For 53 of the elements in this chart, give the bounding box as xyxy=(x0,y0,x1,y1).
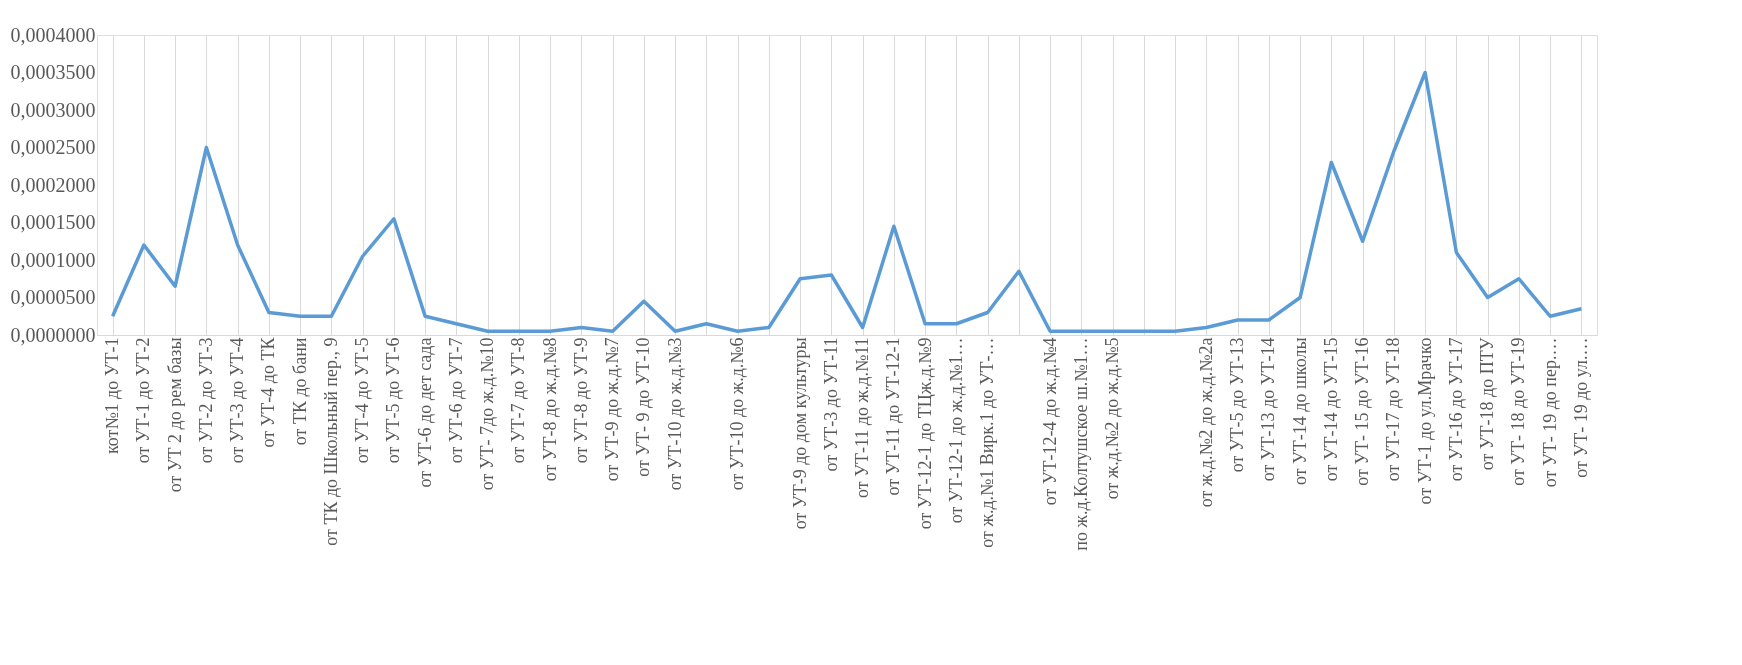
x-tick-label: от УТ-6 до УТ-7 xyxy=(445,337,466,464)
x-tick-label: от ж.д.№2 до ж.д.№5 xyxy=(1102,337,1123,500)
x-tick-label: от УТ- 7до ж.д.№10 xyxy=(477,337,498,491)
x-tick-label: от ж.д.№2 до ж.д.№2а xyxy=(1195,337,1216,508)
y-tick-label: 0,0003500 xyxy=(10,61,96,83)
x-tick-label: от УТ-11 до ж.д.№11 xyxy=(852,337,873,498)
y-tick-label: 0,0000500 xyxy=(10,286,96,308)
x-tick-label: от УТ- 18 до УТ-19 xyxy=(1508,337,1529,486)
x-tick-label: от УТ- 15 до УТ-16 xyxy=(1352,337,1373,486)
x-tick-label: от УТ-16 до УТ-17 xyxy=(1445,337,1466,482)
x-tick-label: от УТ-6 до дет сада xyxy=(414,337,435,488)
x-tick-label: от УТ-12-1 до ж.д.№1… xyxy=(945,337,966,524)
x-tick-label: от УТ-14 до школы xyxy=(1289,337,1310,486)
x-tick-label: от УТ- 9 до УТ-10 xyxy=(633,337,654,477)
y-tick-label: 0,0002500 xyxy=(10,136,96,158)
x-tick-label: от УТ-17 до УТ-18 xyxy=(1383,337,1404,482)
x-tick-label: от УТ-8 до УТ-9 xyxy=(570,337,591,464)
y-tick-label: 0,0001000 xyxy=(10,248,96,271)
x-tick-label: от ТК до Школьный пер., 9 xyxy=(320,337,341,546)
x-tick-label: от УТ-12-4 до ж.д.№4 xyxy=(1039,337,1060,506)
x-tick-label: от ТК до бани xyxy=(289,337,310,446)
x-tick-label: кот№1 до УТ-1 xyxy=(102,337,123,455)
x-tick-label: от УТ-9 до ж.д.№7 xyxy=(602,337,623,482)
x-tick-label: от УТ-10 до ж.д.№6 xyxy=(727,337,748,491)
x-tick-label: от УТ-12-1 до ТЦж.д.№9 xyxy=(914,337,935,530)
x-tick-label: от УТ-10 до ж.д.№3 xyxy=(664,337,685,491)
x-tick-label: от УТ-5 до УТ-6 xyxy=(383,337,404,464)
x-tick-label: от УТ-5 до УТ-13 xyxy=(1227,337,1248,473)
y-tick-label: 0,0003000 xyxy=(10,98,96,121)
x-tick-label: от УТ-9 до дом культуры xyxy=(789,337,810,530)
x-tick-label: от УТ-3 до УТ-11 xyxy=(820,337,841,472)
x-tick-label: от УТ- 19 до пер.… xyxy=(1539,337,1560,488)
y-tick-label: 0,0001500 xyxy=(10,211,96,233)
x-tick-label: от ж.д.№1 Вирк.1 до УТ-… xyxy=(977,337,998,548)
x-tick-label: от УТ-8 до ж.д.№8 xyxy=(539,337,560,482)
x-tick-label: от УТ- 19 до ул.… xyxy=(1570,337,1591,478)
y-tick-label: 0,0000000 xyxy=(10,323,96,346)
line-series xyxy=(110,70,1584,333)
y-tick-label: 0,0002000 xyxy=(10,173,96,196)
x-tick-label: от УТ-4 до УТ-5 xyxy=(352,337,373,464)
x-tick-label: от УТ-2 до УТ-3 xyxy=(195,337,216,464)
x-tick-label: от УТ-1 до УТ-2 xyxy=(133,337,154,464)
x-tick-label: по ж.д.Колтушское ш.№1… xyxy=(1070,337,1091,551)
x-tick-label: от УТ-13 до УТ-14 xyxy=(1258,337,1279,482)
y-tick-label: 0,0004000 xyxy=(10,23,96,46)
x-tick-label: от УТ-7 до УТ-8 xyxy=(508,337,529,464)
x-tick-label: от УТ 2 до рем базы xyxy=(164,337,185,493)
x-tick-label: от УТ-18 до ПТУ xyxy=(1477,337,1498,471)
x-tick-label: от УТ-1 до ул.Мрачко xyxy=(1414,337,1435,505)
x-tick-label: от УТ-14 до УТ-15 xyxy=(1320,337,1341,482)
x-tick-label: от УТ-4 до ТК xyxy=(258,336,279,448)
x-tick-label: от УТ-11 до УТ-12-1 xyxy=(883,337,904,496)
x-tick-label: от УТ-3 до УТ-4 xyxy=(227,337,248,464)
